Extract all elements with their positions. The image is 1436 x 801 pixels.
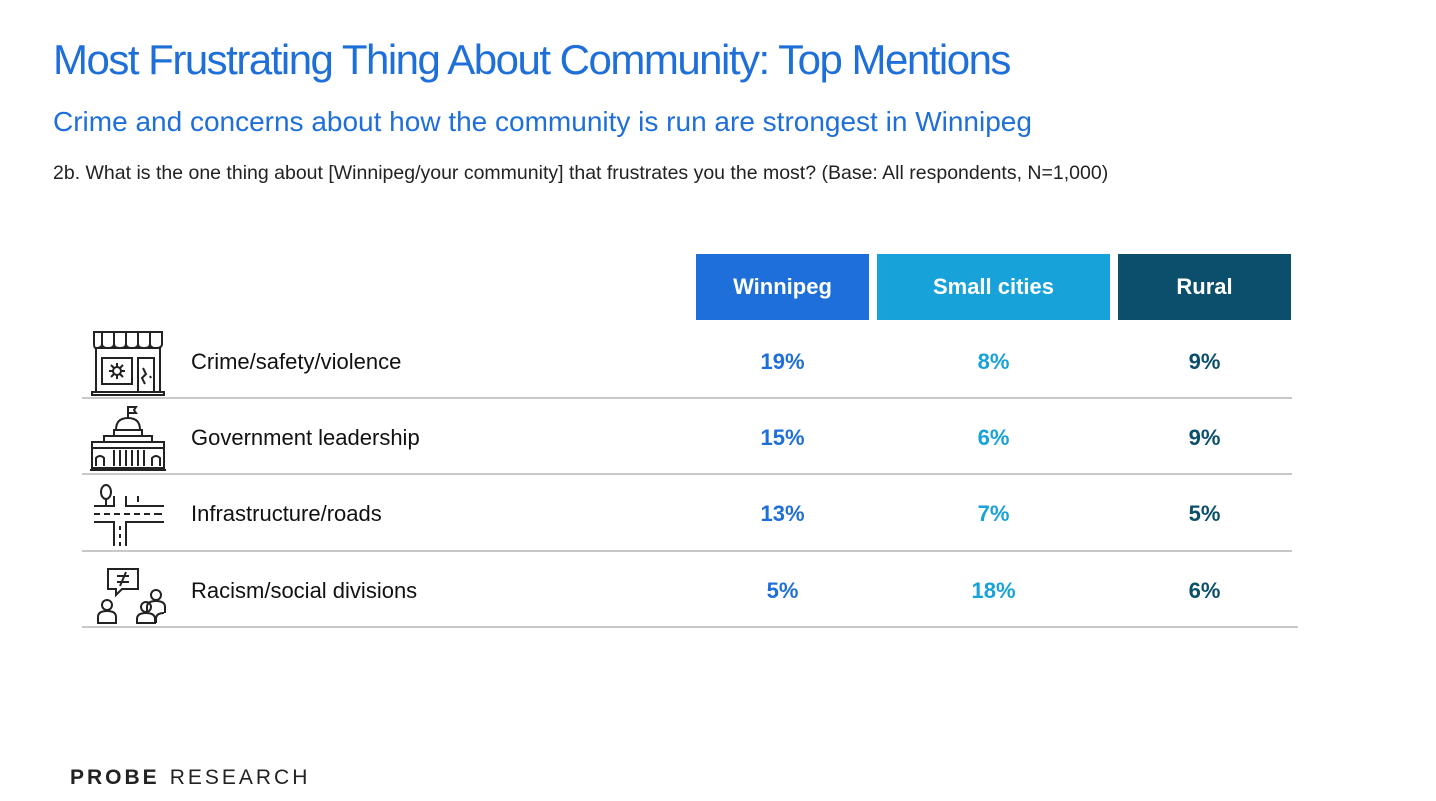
cell-small-cities: 8% (977, 349, 1010, 374)
road-intersection-icon (90, 480, 166, 548)
row-label: Racism/social divisions (191, 578, 418, 603)
cell-small-cities: 7% (977, 501, 1010, 526)
cell-winnipeg: 15% (760, 425, 805, 450)
logo-bold-text: PROBE (70, 766, 160, 789)
cell-winnipeg: 5% (766, 578, 799, 603)
table-row: Infrastructure/roads 13% 7% 5% (82, 476, 1292, 552)
page-subtitle: Crime and concerns about how the communi… (53, 106, 1032, 137)
row-divider (82, 473, 1292, 475)
storefront-broken-window-icon (90, 328, 166, 396)
cell-small-cities: 18% (971, 578, 1016, 603)
column-header-rural: Rural (1118, 254, 1291, 320)
cell-rural: 9% (1188, 425, 1221, 450)
table-row: Crime/safety/violence 19% 8% 9% (82, 324, 1292, 400)
cell-small-cities: 6% (977, 425, 1010, 450)
cell-winnipeg: 19% (760, 349, 805, 374)
row-label: Crime/safety/violence (191, 349, 402, 374)
legislature-building-icon (90, 404, 166, 472)
cell-rural: 5% (1188, 501, 1221, 526)
probe-research-logo: PROBE RESEARCH (70, 764, 310, 792)
row-divider (82, 550, 1292, 552)
cell-rural: 6% (1188, 578, 1221, 603)
row-divider (82, 626, 1298, 628)
row-divider (82, 397, 1292, 399)
cell-rural: 9% (1188, 349, 1221, 374)
survey-question: 2b. What is the one thing about [Winnipe… (53, 162, 1109, 184)
people-not-equal-icon (90, 557, 166, 625)
cell-winnipeg: 13% (760, 501, 805, 526)
row-label: Infrastructure/roads (191, 501, 382, 526)
logo-regular-text: RESEARCH (169, 766, 311, 789)
column-header-small-cities: Small cities (877, 254, 1110, 320)
page-title: Most Frustrating Thing About Community: … (53, 36, 1011, 83)
table-row: Racism/social divisions 5% 18% 6% (82, 553, 1292, 629)
row-label: Government leadership (191, 425, 420, 450)
column-header-winnipeg: Winnipeg (696, 254, 869, 320)
table-row: Government leadership 15% 6% 9% (82, 400, 1292, 476)
